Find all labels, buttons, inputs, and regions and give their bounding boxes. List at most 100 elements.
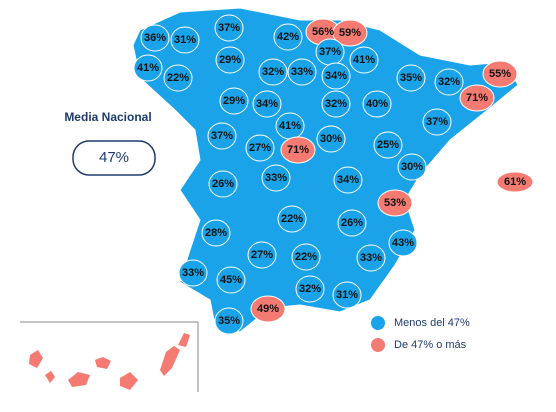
island — [178, 333, 190, 347]
province — [214, 307, 244, 335]
province — [373, 131, 403, 159]
province-label: 32% — [438, 76, 460, 88]
province — [377, 189, 413, 217]
province — [250, 295, 286, 323]
province-label: 33% — [182, 267, 204, 279]
province-label: 56% — [312, 26, 334, 38]
province-label: 22% — [281, 213, 303, 225]
island — [29, 350, 43, 368]
province-label: 45% — [220, 274, 242, 286]
province-label: 37% — [319, 46, 341, 58]
province — [261, 164, 291, 192]
legend-marker — [371, 338, 385, 352]
province-label: 29% — [219, 54, 241, 66]
province — [216, 266, 246, 294]
province — [388, 229, 418, 257]
legend-label: Menos del 47% — [394, 317, 470, 329]
province-label: 32% — [325, 98, 347, 110]
province-label: 32% — [299, 283, 321, 295]
labels: 36% 31% 37% 42% 56% 59% 37% 41% 22% 29% 32% 33% 34% 4… — [137, 22, 526, 327]
province-label: 31% — [336, 289, 358, 301]
province — [247, 241, 277, 269]
province — [215, 46, 245, 74]
province-label: 49% — [257, 303, 279, 315]
province-label: 41% — [353, 54, 375, 66]
province-label: 26% — [212, 178, 234, 190]
province-label: 42% — [277, 31, 299, 43]
province-label: 59% — [339, 27, 361, 39]
province-label: 37% — [426, 116, 448, 128]
province — [252, 90, 282, 118]
province-label: 36% — [144, 32, 166, 44]
province — [337, 209, 367, 237]
province — [201, 219, 231, 247]
province — [291, 243, 321, 271]
province — [362, 90, 392, 118]
province — [316, 125, 346, 153]
province — [245, 134, 275, 162]
province-label: 34% — [337, 174, 359, 186]
province — [178, 259, 208, 287]
province-label: 33% — [360, 252, 382, 264]
province-label: 34% — [256, 98, 278, 110]
province — [207, 122, 237, 150]
province — [287, 58, 317, 86]
province — [214, 14, 244, 42]
province-label: 41% — [137, 62, 159, 74]
province-label: 27% — [249, 142, 271, 154]
province — [422, 108, 452, 136]
province-label: 31% — [174, 34, 196, 46]
province-label: 29% — [223, 95, 245, 107]
average-box — [72, 140, 156, 176]
legend: Menos del 47% De 47% o más — [371, 316, 470, 352]
province-label: 35% — [400, 72, 422, 84]
province-label: 33% — [291, 66, 313, 78]
average-title: Media Nacional — [64, 110, 151, 124]
province-label: 71% — [287, 144, 309, 156]
province-label: 43% — [392, 237, 414, 249]
island — [68, 372, 90, 387]
island — [45, 371, 55, 383]
province — [295, 275, 325, 303]
province — [459, 84, 495, 112]
province — [397, 153, 427, 181]
province — [482, 60, 518, 88]
province-label: 33% — [265, 172, 287, 184]
province — [133, 54, 163, 82]
province — [333, 166, 363, 194]
province — [496, 171, 534, 193]
province-label: 30% — [401, 161, 423, 173]
province-label: 34% — [325, 70, 347, 82]
province-label: 55% — [489, 68, 511, 80]
province — [140, 24, 170, 52]
province-label: 37% — [211, 130, 233, 142]
province — [356, 244, 386, 272]
province — [258, 58, 288, 86]
province-label: 32% — [262, 66, 284, 78]
legend-label: De 47% o más — [394, 339, 467, 351]
province-label: 71% — [466, 92, 488, 104]
province — [277, 205, 307, 233]
province-label: 26% — [341, 217, 363, 229]
island — [160, 346, 180, 376]
province — [163, 64, 193, 92]
province — [396, 64, 426, 92]
province — [349, 46, 379, 74]
regions — [133, 14, 534, 335]
province-label: 25% — [377, 139, 399, 151]
province — [321, 90, 351, 118]
province-label: 27% — [251, 249, 273, 261]
province — [434, 68, 464, 96]
province-label: 35% — [218, 315, 240, 327]
canary-islands — [29, 333, 190, 390]
province — [332, 281, 362, 309]
island — [95, 357, 111, 369]
province-label: 28% — [205, 227, 227, 239]
province-label: 53% — [384, 197, 406, 209]
legend-marker — [371, 316, 385, 330]
province — [332, 19, 368, 47]
province-label: 30% — [320, 133, 342, 145]
province — [208, 170, 238, 198]
province-label: 40% — [366, 98, 388, 110]
